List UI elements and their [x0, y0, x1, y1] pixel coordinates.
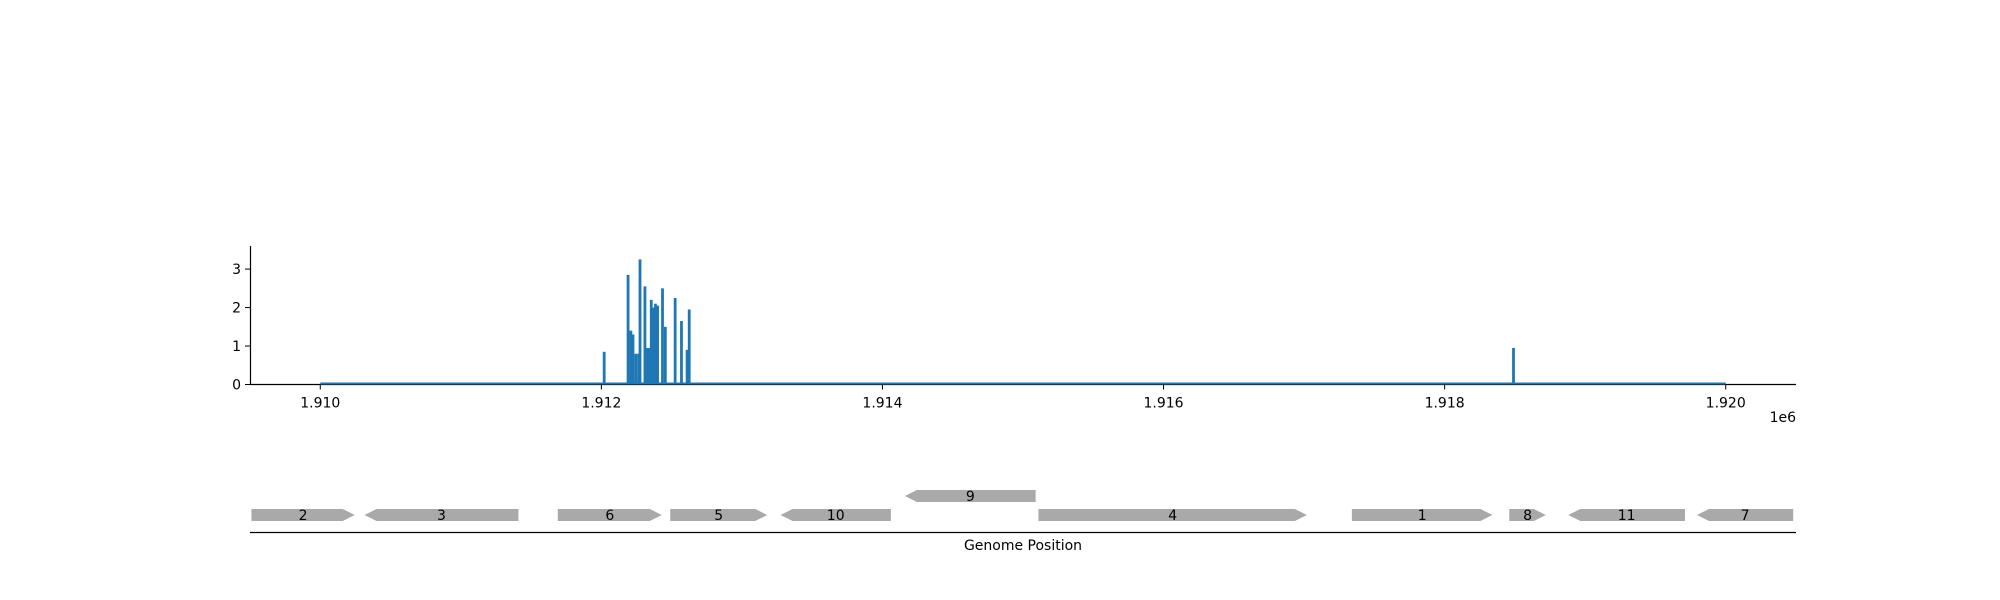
coverage-bars [602, 259, 1515, 385]
x-axis-ticks: 1.910 1.912 1.914 1.916 1.918 1.920 [300, 384, 1746, 412]
gene-arrow [1509, 509, 1546, 521]
gene-label: 2 [299, 508, 308, 524]
gene-arrow [1351, 509, 1493, 521]
coverage-bar [643, 286, 647, 385]
coverage-bar [673, 297, 677, 385]
gene-label: 1 [1418, 508, 1427, 524]
x-offset-label: 1e6 [1770, 410, 1797, 426]
coverage-bar [634, 353, 638, 385]
coverage-bar [631, 334, 635, 385]
coverage-bar [685, 349, 689, 385]
genome-position-label: Genome Position [964, 538, 1082, 554]
coverage-bar [661, 288, 664, 385]
gene-features: 2 3 6 5 10 9 4 1 8 11 7 [251, 489, 1794, 524]
gene-arrow [904, 490, 1036, 502]
gene-label: 10 [827, 508, 845, 524]
coverage-bar [651, 307, 655, 385]
y-tick-label: 0 [232, 378, 241, 394]
gene-arrow [1568, 509, 1685, 521]
gene-arrow [1696, 509, 1794, 521]
gene-arrow [1038, 509, 1307, 521]
coverage-bar [638, 259, 642, 385]
gene-track: 2 3 6 5 10 9 4 1 8 11 7 Genome Position [250, 489, 1796, 554]
gene-label: 11 [1618, 508, 1636, 524]
x-tick-label: 1.912 [581, 396, 621, 412]
y-tick-label: 1 [232, 339, 241, 355]
x-tick-label: 1.914 [862, 396, 902, 412]
y-tick-label: 2 [232, 301, 241, 317]
gene-arrow [557, 509, 662, 521]
coverage-bar [645, 347, 649, 385]
gene-arrow [670, 509, 768, 521]
gene-label: 6 [605, 508, 614, 524]
coverage-bar [649, 299, 653, 385]
coverage-bar [663, 326, 667, 385]
gene-label: 4 [1168, 508, 1177, 524]
gene-label: 3 [437, 508, 446, 524]
gene-label: 9 [966, 489, 975, 505]
coverage-bar [687, 309, 691, 385]
y-axis-ticks: 0 1 2 3 [232, 262, 250, 394]
x-tick-label: 1.916 [1143, 396, 1183, 412]
gene-arrow [251, 509, 355, 521]
coverage-bar [637, 353, 641, 385]
coverage-bar [656, 305, 659, 385]
x-tick-label: 1.918 [1425, 396, 1465, 412]
coverage-bar [680, 321, 683, 385]
gene-label: 5 [714, 508, 723, 524]
gene-arrow [364, 509, 519, 521]
coverage-bar [647, 347, 651, 385]
gene-label: 7 [1741, 508, 1750, 524]
coverage-bar [602, 351, 606, 385]
coverage-bar [626, 274, 630, 385]
x-tick-label: 1.910 [300, 396, 340, 412]
coverage-bar [1512, 347, 1515, 385]
coverage-bar [629, 330, 633, 385]
coverage-bar [654, 303, 657, 385]
x-tick-label: 1.920 [1706, 396, 1746, 412]
gene-label: 8 [1523, 508, 1532, 524]
y-tick-label: 3 [232, 262, 241, 278]
coverage-chart: 0 1 2 3 1.910 1.912 1.914 1.916 1.918 1.920 1e6 [232, 246, 1796, 426]
gene-arrow [780, 509, 891, 521]
